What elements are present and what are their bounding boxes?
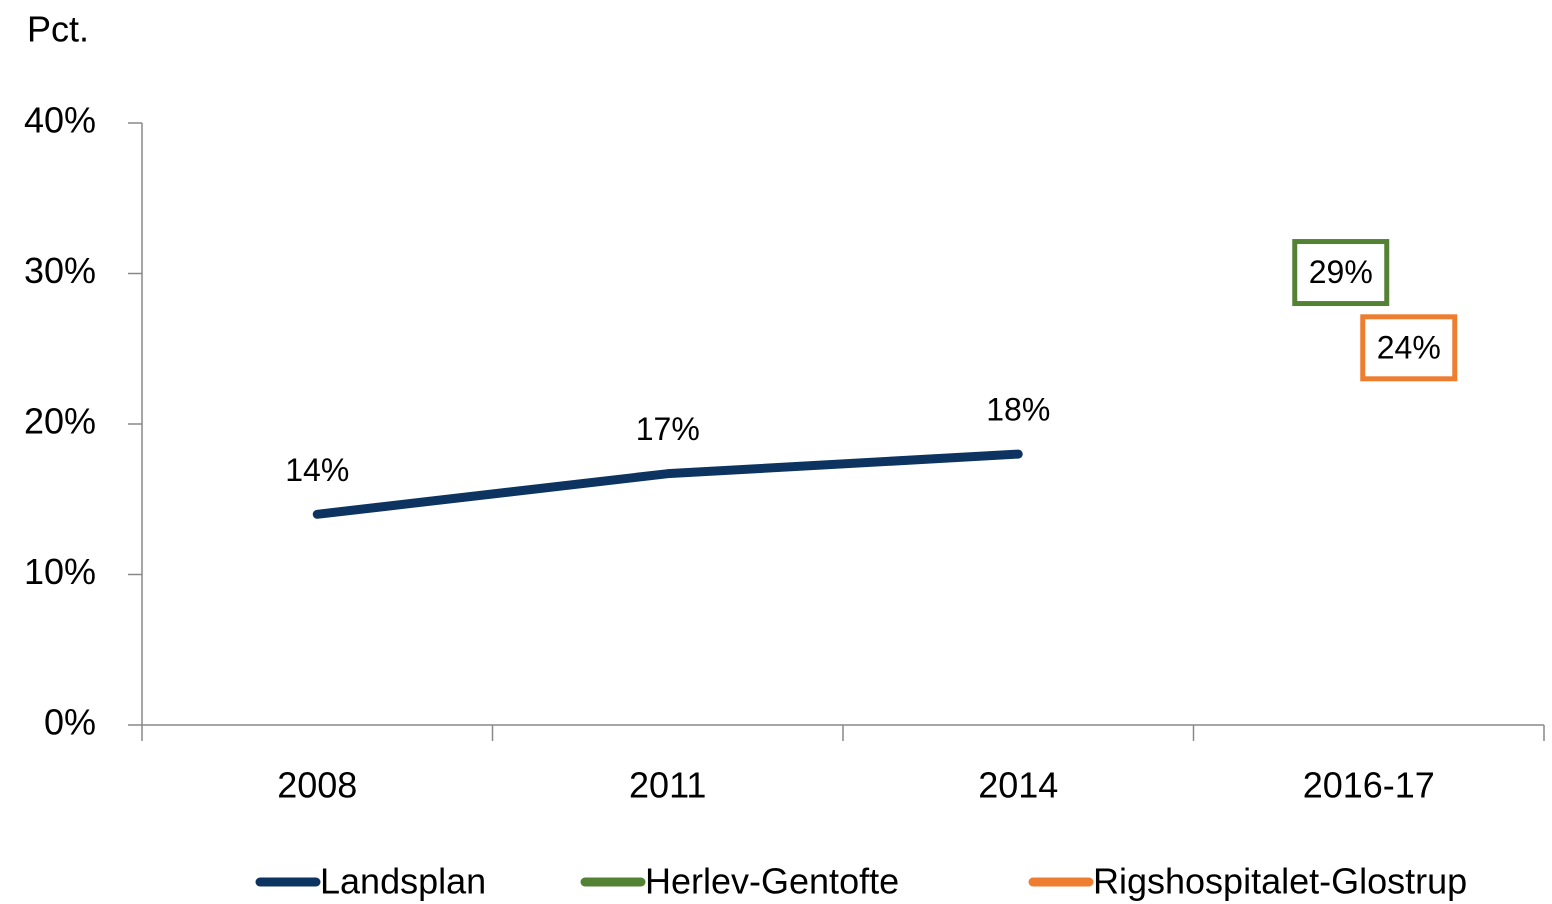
y-tick-label: 30% [24,250,96,291]
y-tick-label: 0% [44,702,96,743]
legend-label: Herlev-Gentofte [645,861,899,902]
y-tick-label: 10% [24,551,96,592]
y-tick-label: 40% [24,100,96,141]
data-label: 18% [986,392,1050,428]
series-line [312,449,1023,519]
x-tick-label: 2011 [629,765,706,806]
y-axis-label: Pct. [27,9,89,50]
y-tick-label: 20% [24,401,96,442]
x-tick-label: 2008 [277,765,357,806]
legend-label: Rigshospitalet-Glostrup [1093,861,1467,902]
data-label: 17% [636,411,700,447]
data-label-box [1360,314,1458,382]
data-label: 14% [285,452,349,488]
x-tick-label: 2014 [978,765,1058,806]
data-label: 29% [1309,254,1373,290]
data-label: 24% [1377,329,1441,365]
x-tick-label: 2016-17 [1303,765,1435,806]
data-label-box [1292,239,1390,307]
legend-label: Landsplan [320,861,486,902]
